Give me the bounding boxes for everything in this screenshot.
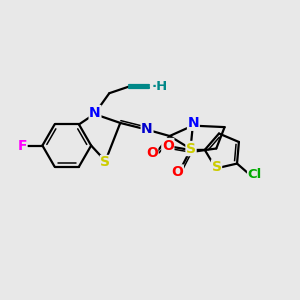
Text: S: S [212, 160, 221, 174]
Text: ·H: ·H [152, 80, 168, 93]
Text: O: O [171, 165, 183, 179]
Text: S: S [100, 155, 110, 170]
Text: N: N [188, 116, 199, 130]
Text: N: N [141, 122, 153, 136]
Text: O: O [162, 139, 174, 152]
Text: O: O [146, 146, 158, 160]
Text: F: F [17, 139, 27, 152]
Text: N: N [89, 106, 101, 119]
Text: Cl: Cl [248, 168, 262, 181]
Text: S: S [186, 142, 196, 155]
